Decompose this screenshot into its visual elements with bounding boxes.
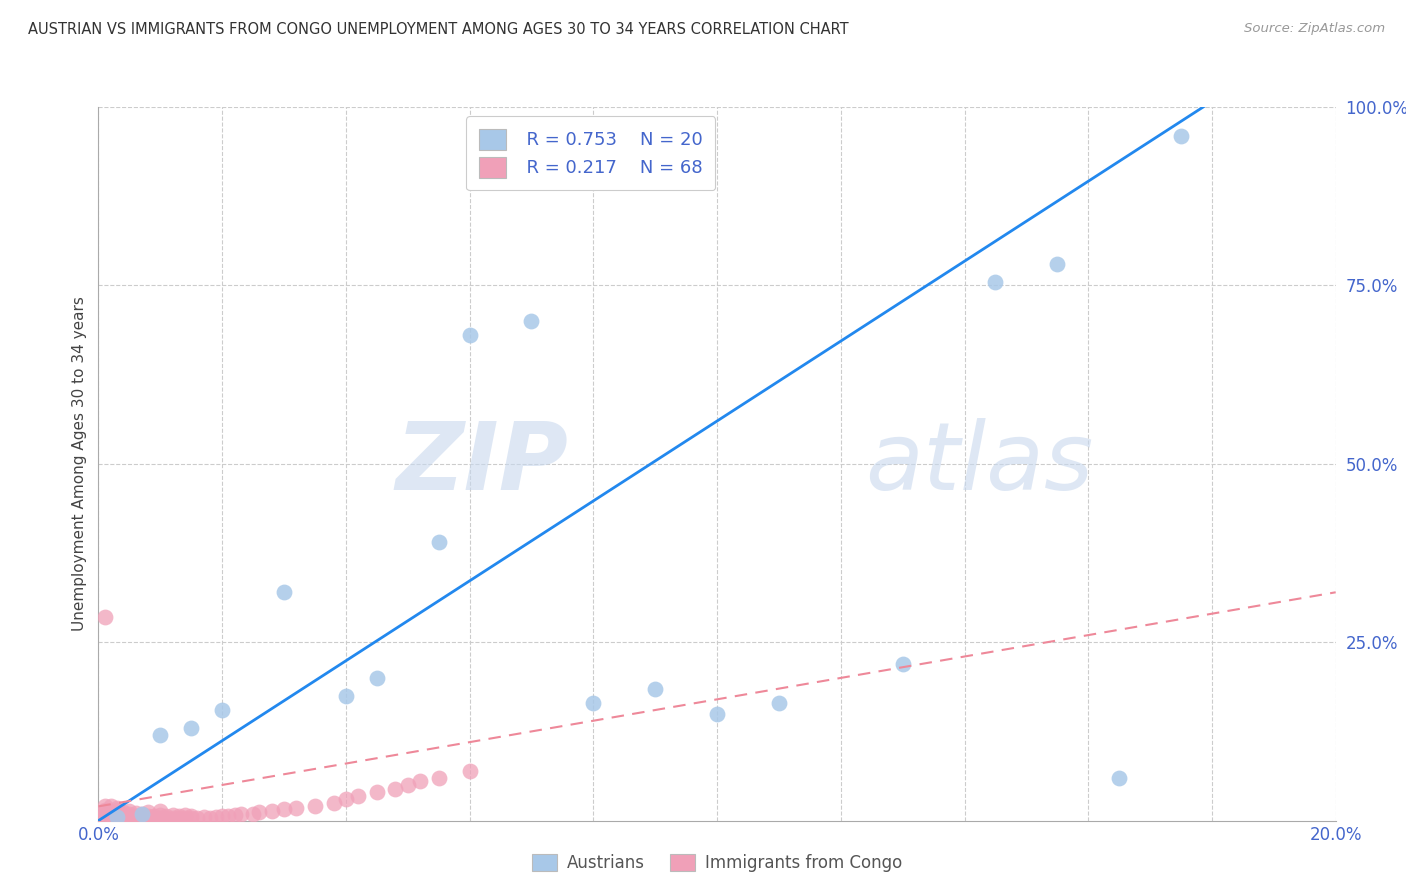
Point — [118, 812, 141, 826]
Point — [217, 808, 239, 822]
Point — [118, 804, 141, 818]
Point — [180, 721, 202, 735]
Point — [136, 805, 159, 819]
Point — [112, 805, 135, 819]
Point — [112, 808, 135, 822]
Point — [1046, 257, 1069, 271]
Point — [93, 799, 115, 814]
Point — [167, 812, 190, 826]
Point — [211, 703, 233, 717]
Point — [247, 805, 270, 819]
Legend: Austrians, Immigrants from Congo: Austrians, Immigrants from Congo — [523, 846, 911, 880]
Point — [131, 806, 153, 821]
Point — [149, 805, 172, 819]
Point — [155, 808, 177, 822]
Point — [304, 799, 326, 814]
Point — [427, 535, 450, 549]
Point — [105, 808, 128, 822]
Point — [105, 811, 128, 825]
Point — [93, 805, 115, 819]
Point — [186, 811, 208, 825]
Point — [149, 811, 172, 825]
Point — [335, 792, 357, 806]
Point — [167, 808, 190, 822]
Point — [384, 781, 406, 796]
Point — [149, 728, 172, 742]
Point — [174, 808, 197, 822]
Point — [198, 811, 221, 825]
Point — [131, 809, 153, 823]
Point — [93, 808, 115, 822]
Point — [143, 812, 166, 826]
Point — [582, 696, 605, 710]
Text: ZIP: ZIP — [395, 417, 568, 510]
Point — [285, 801, 308, 815]
Point — [211, 809, 233, 823]
Point — [143, 808, 166, 822]
Point — [131, 806, 153, 821]
Point — [706, 706, 728, 721]
Point — [149, 808, 172, 822]
Point — [105, 806, 128, 821]
Point — [112, 811, 135, 825]
Point — [131, 812, 153, 826]
Point — [100, 799, 122, 814]
Point — [768, 696, 790, 710]
Point — [891, 657, 914, 671]
Y-axis label: Unemployment Among Ages 30 to 34 years: Unemployment Among Ages 30 to 34 years — [72, 296, 87, 632]
Point — [229, 807, 252, 822]
Point — [93, 803, 115, 817]
Point — [458, 764, 481, 778]
Point — [136, 808, 159, 822]
Point — [180, 808, 202, 822]
Point — [105, 803, 128, 817]
Point — [100, 805, 122, 819]
Point — [90, 810, 112, 824]
Point — [273, 585, 295, 599]
Point — [396, 778, 419, 792]
Point — [366, 785, 388, 799]
Point — [427, 771, 450, 785]
Point — [100, 810, 122, 824]
Point — [118, 806, 141, 821]
Point — [124, 805, 146, 820]
Point — [93, 610, 115, 624]
Point — [155, 812, 177, 826]
Point — [205, 810, 228, 824]
Point — [105, 810, 128, 824]
Point — [224, 808, 246, 822]
Point — [347, 789, 370, 803]
Point — [124, 811, 146, 825]
Point — [409, 774, 432, 789]
Point — [644, 681, 666, 696]
Point — [242, 806, 264, 821]
Point — [162, 811, 184, 825]
Point — [124, 808, 146, 822]
Point — [520, 314, 543, 328]
Point — [162, 808, 184, 822]
Point — [366, 671, 388, 685]
Text: Source: ZipAtlas.com: Source: ZipAtlas.com — [1244, 22, 1385, 36]
Point — [260, 804, 283, 818]
Point — [1170, 128, 1192, 143]
Point — [100, 808, 122, 822]
Point — [118, 809, 141, 823]
Point — [136, 811, 159, 825]
Point — [1108, 771, 1130, 785]
Point — [273, 802, 295, 816]
Point — [322, 796, 344, 810]
Point — [458, 328, 481, 343]
Text: AUSTRIAN VS IMMIGRANTS FROM CONGO UNEMPLOYMENT AMONG AGES 30 TO 34 YEARS CORRELA: AUSTRIAN VS IMMIGRANTS FROM CONGO UNEMPL… — [28, 22, 849, 37]
Point — [174, 811, 197, 825]
Text: atlas: atlas — [866, 418, 1094, 509]
Point — [180, 812, 202, 826]
Point — [105, 801, 128, 815]
Point — [984, 275, 1007, 289]
Point — [193, 810, 215, 824]
Point — [335, 689, 357, 703]
